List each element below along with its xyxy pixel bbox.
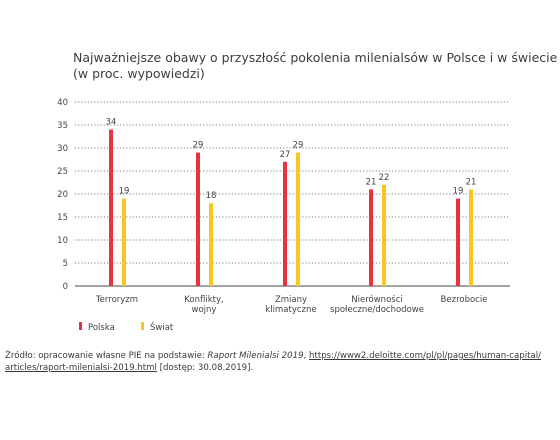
- y-tick-label: 40: [57, 98, 68, 108]
- bar-polska: [196, 152, 200, 286]
- source-link-part1[interactable]: https://www2.deloitte.com/pl/pl/pages/hu…: [309, 351, 542, 361]
- x-tick-label: klimatyczne: [265, 305, 316, 315]
- source-middle: ,: [303, 351, 310, 361]
- chart-subtitle: (w proc. wypowiedzi): [73, 66, 205, 81]
- source-link-part2[interactable]: articles/raport-milenialsi-2019.html: [5, 363, 157, 373]
- bar-swiat: [122, 198, 126, 286]
- legend-swatch: [141, 322, 144, 330]
- bar-polska: [283, 161, 287, 286]
- legend-swatch: [79, 322, 82, 330]
- data-label: 22: [379, 173, 390, 183]
- legend: Polska Świat: [79, 321, 174, 333]
- x-tick-label: Zmiany: [275, 295, 307, 305]
- data-label: 27: [280, 150, 291, 160]
- y-tick-label: 5: [63, 259, 68, 269]
- x-tick-label: wojny: [192, 305, 217, 315]
- data-label: 29: [293, 141, 304, 151]
- y-tick-label: 10: [57, 236, 68, 246]
- bar-swiat: [382, 184, 386, 286]
- legend-label: Polska: [88, 323, 115, 333]
- bar-swiat: [469, 189, 473, 286]
- y-tick-label: 20: [57, 190, 68, 200]
- y-tick-label: 25: [57, 167, 68, 177]
- y-tick-label: 0: [63, 282, 68, 292]
- chart-title-block: Najważniejsze obawy o przyszłość pokolen…: [73, 50, 558, 82]
- chart-title: Najważniejsze obawy o przyszłość pokolen…: [73, 50, 558, 65]
- x-tick-label: społeczne/dochodowe: [330, 305, 424, 315]
- source-prefix: Źródło: opracowanie własne PIE na podsta…: [5, 351, 208, 361]
- bar-swiat: [296, 152, 300, 286]
- y-tick-label: 15: [57, 213, 68, 223]
- source-note: Źródło: opracowanie własne PIE na podsta…: [5, 350, 557, 374]
- data-label: 21: [366, 177, 377, 187]
- legend-label: Świat: [150, 321, 174, 333]
- data-label: 34: [106, 118, 117, 128]
- x-tick-label: Terroryzm: [95, 295, 138, 305]
- gridlines: [75, 101, 510, 287]
- y-axis: 0 5 10 15 20 25 30 35 40: [57, 98, 68, 292]
- bar-polska: [109, 129, 113, 286]
- data-label: 18: [206, 191, 217, 201]
- x-tick-label: Bezrobocie: [441, 295, 488, 305]
- data-label: 19: [453, 187, 464, 197]
- y-tick-label: 30: [57, 144, 68, 154]
- data-label: 21: [466, 177, 477, 187]
- x-axis: Terroryzm Konflikty,wojny Zmianyklimatyczn…: [95, 294, 488, 315]
- data-label: 19: [119, 187, 130, 197]
- bar-polska: [456, 198, 460, 286]
- source-suffix: [dostęp: 30.08.2019].: [156, 363, 254, 373]
- source-report-title: Raport Milenialsi 2019: [207, 351, 304, 361]
- x-tick-label: Nierówności: [351, 294, 402, 305]
- bar-polska: [369, 189, 373, 286]
- data-label: 29: [193, 141, 204, 151]
- x-tick-label: Konflikty,: [184, 295, 223, 305]
- bar-swiat: [209, 203, 213, 286]
- y-tick-label: 35: [57, 121, 68, 131]
